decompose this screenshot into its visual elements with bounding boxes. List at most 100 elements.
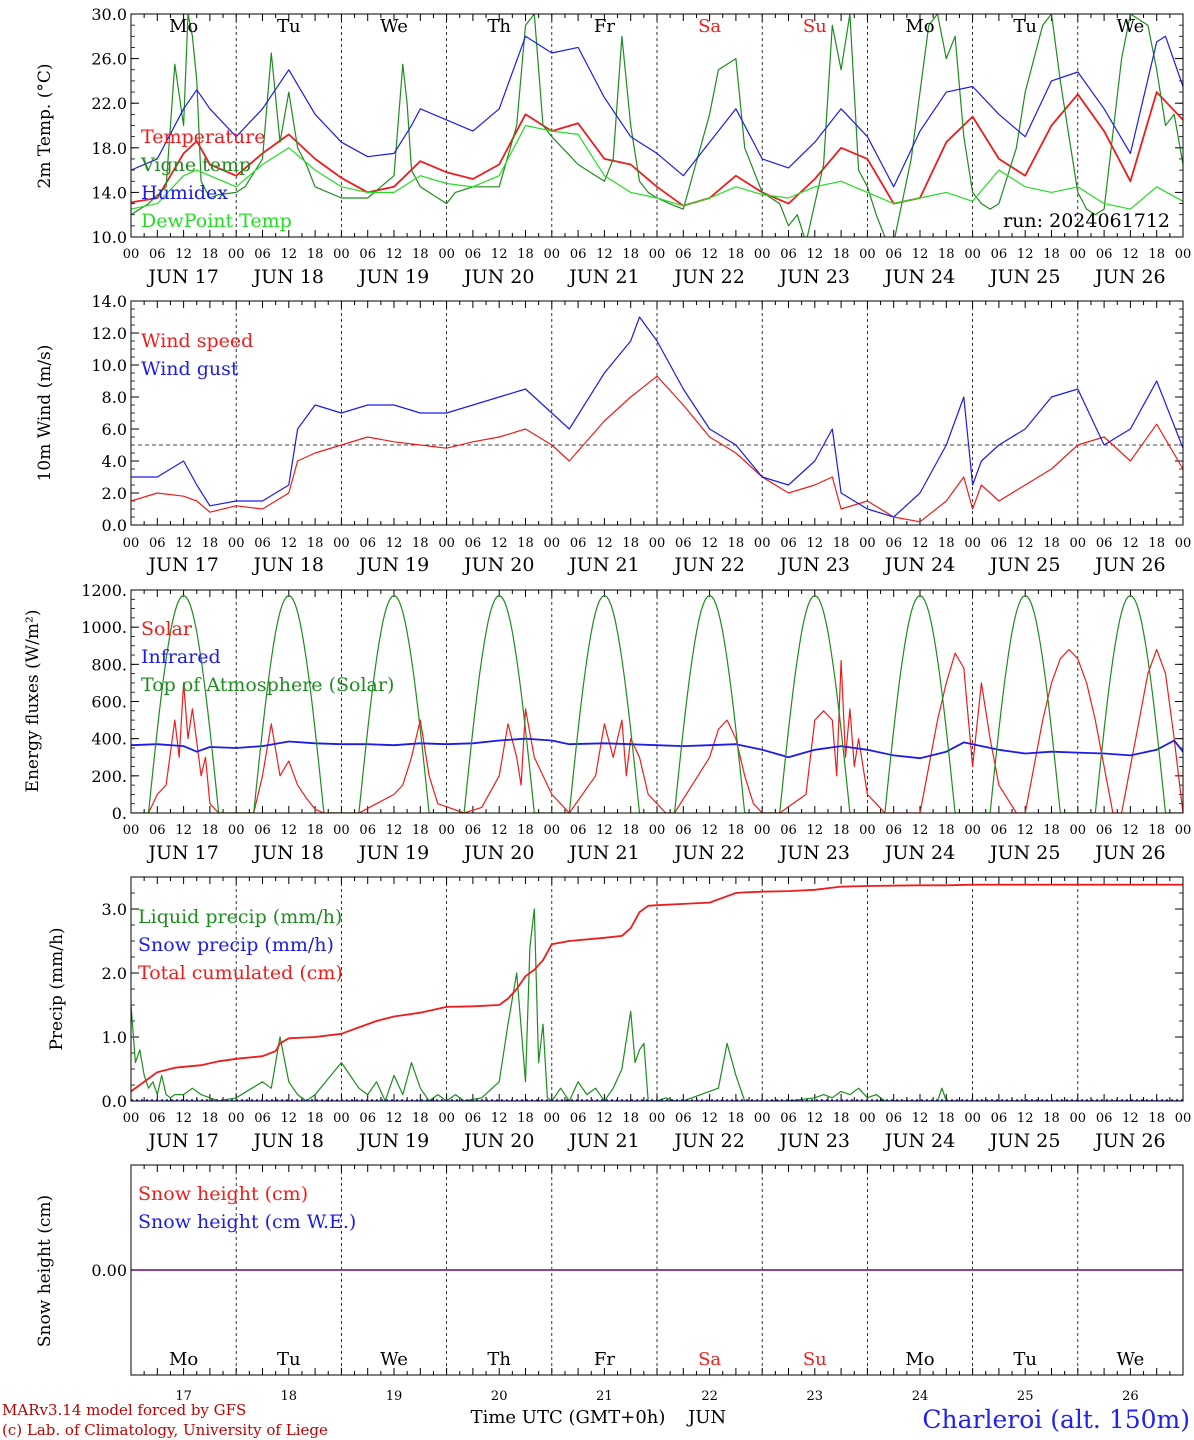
date-label: JUN 20 <box>462 266 534 288</box>
date-label: JUN 20 <box>462 554 534 576</box>
hour-label: 12 <box>175 823 192 838</box>
hour-label: 00 <box>1070 536 1087 551</box>
hour-label: 18 <box>517 1111 534 1126</box>
y-tick-label: 0.0 <box>102 516 127 535</box>
date-label: JUN 24 <box>883 1130 955 1152</box>
date-label: JUN 20 <box>462 1130 534 1152</box>
panel-precip: 0.0 1.0 2.0 3.0 Precip (mm/h) Liquid precip (… <box>47 876 1192 1152</box>
hour-label: 00 <box>754 1111 771 1126</box>
date-label: JUN 17 <box>146 554 218 576</box>
hour-label: 12 <box>701 247 718 262</box>
hour-label: 12 <box>1017 536 1034 551</box>
hour-label: 06 <box>254 247 271 262</box>
hour-label: 00 <box>649 1111 666 1126</box>
hour-label: 12 <box>491 536 508 551</box>
weekday-label: Th <box>487 16 511 37</box>
day-number: 26 <box>1122 1389 1139 1404</box>
weekday-label: Fr <box>594 1349 615 1370</box>
hour-label: 00 <box>1175 247 1192 262</box>
y-tick-label: 12.0 <box>91 324 127 343</box>
hour-label: 06 <box>1096 1111 1113 1126</box>
hour-label: 00 <box>544 247 561 262</box>
hour-label: 18 <box>202 823 219 838</box>
weekday-label: Sa <box>698 16 721 37</box>
hour-label: 18 <box>307 823 324 838</box>
hour-label: 06 <box>675 536 692 551</box>
hour-label: 12 <box>386 536 403 551</box>
hour-label: 00 <box>333 536 350 551</box>
hour-label: 00 <box>123 247 140 262</box>
hour-label: 18 <box>202 1111 219 1126</box>
hour-label: 06 <box>465 1111 482 1126</box>
day-number: 25 <box>1017 1389 1034 1404</box>
y-tick-label: 30.0 <box>91 5 127 24</box>
y-tick-label: 14.0 <box>91 183 127 202</box>
legend-entry: Total cumulated (cm) <box>138 962 343 984</box>
hour-label: 06 <box>149 536 166 551</box>
panel-frame <box>130 876 1184 1102</box>
date-label: JUN 22 <box>672 1130 744 1152</box>
series-line-liquid-precip-mm-h- <box>131 908 1183 1101</box>
hour-label: 06 <box>570 1111 587 1126</box>
hour-label: 06 <box>465 247 482 262</box>
hour-label: 00 <box>544 1111 561 1126</box>
y-tick-label: 18.0 <box>91 139 127 158</box>
hour-label: 06 <box>780 536 797 551</box>
hour-label: 12 <box>701 823 718 838</box>
date-label: JUN 22 <box>672 554 744 576</box>
weekday-label: Mo <box>905 1349 934 1370</box>
hour-label: 12 <box>491 247 508 262</box>
hour-label: 12 <box>281 247 298 262</box>
hour-label: 06 <box>780 1111 797 1126</box>
hour-label: 00 <box>859 823 876 838</box>
hour-label: 06 <box>675 247 692 262</box>
date-label: JUN 19 <box>357 842 429 864</box>
hour-label: 06 <box>991 823 1008 838</box>
hour-label: 18 <box>307 1111 324 1126</box>
hour-label: 12 <box>701 536 718 551</box>
y-tick-label: 3.0 <box>102 900 127 919</box>
hour-label: 00 <box>1175 1111 1192 1126</box>
hour-label: 12 <box>1122 247 1139 262</box>
y-tick-label: 6.0 <box>102 420 127 439</box>
panel-energy: 0. 200. 400. 600. 800. 1000. 1200. Energy fluxe… <box>23 581 1191 864</box>
y-tick-label: 600. <box>91 693 127 712</box>
series-line-dewpoint-temp <box>131 124 1183 210</box>
hour-label: 12 <box>386 823 403 838</box>
hour-label: 18 <box>938 1111 955 1126</box>
weekday-label: Tu <box>277 16 301 37</box>
hour-label: 12 <box>807 536 824 551</box>
station-name: Charleroi (alt. 150m) <box>922 1405 1190 1434</box>
hour-label: 18 <box>412 247 429 262</box>
y-axis-label: Precip (mm/h) <box>47 927 67 1050</box>
date-label: JUN 21 <box>567 1130 639 1152</box>
y-axis-label: 2m Temp. (°C) <box>35 63 55 188</box>
hour-label: 12 <box>701 1111 718 1126</box>
day-number: 24 <box>912 1389 929 1404</box>
hour-label: 12 <box>1122 536 1139 551</box>
panel-frame <box>130 589 1184 814</box>
hour-label: 12 <box>386 247 403 262</box>
hour-label: 18 <box>412 536 429 551</box>
panel-snow: 0.00 Snow height (cm) Snow height (cm) Snow… <box>35 1164 1184 1404</box>
hour-label: 12 <box>596 247 613 262</box>
series-line-top-of-atmosphere-solar- <box>131 594 1183 813</box>
panel-frame <box>130 13 1184 238</box>
hour-label: 12 <box>912 536 929 551</box>
hour-label: 00 <box>859 1111 876 1126</box>
date-label: JUN 24 <box>883 266 955 288</box>
hour-label: 00 <box>859 247 876 262</box>
y-tick-label: 22.0 <box>91 94 127 113</box>
weekday-label: We <box>380 16 408 37</box>
legend-entry: Wind speed <box>141 330 253 352</box>
hour-label: 06 <box>885 1111 902 1126</box>
date-label: JUN 22 <box>672 266 744 288</box>
day-number: 19 <box>386 1389 403 1404</box>
hour-label: 18 <box>202 536 219 551</box>
run-label: run: 2024061712 <box>1003 210 1170 232</box>
hour-label: 06 <box>885 247 902 262</box>
y-tick-label: 400. <box>91 730 127 749</box>
y-axis-label: 10m Wind (m/s) <box>35 345 55 482</box>
hour-label: 12 <box>491 1111 508 1126</box>
